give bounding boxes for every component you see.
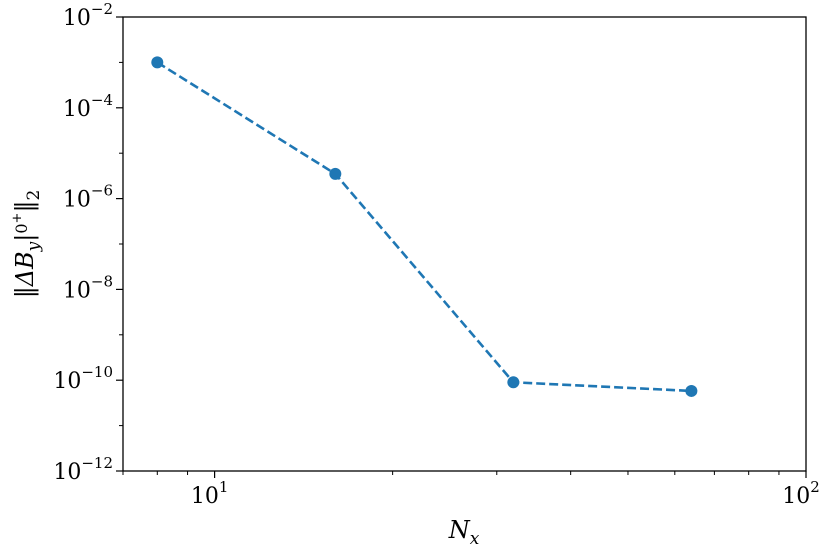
x-axis: 101 102 [122, 471, 820, 509]
x-tick-label: 102 [782, 478, 820, 509]
data-point [151, 56, 164, 69]
plot-area [151, 56, 698, 397]
data-point [685, 384, 698, 397]
y-tick-label: 10−4 [63, 91, 113, 122]
y-axis-label: ‖ΔBy|0+‖2 [10, 190, 44, 299]
x-axis-label: Nx [448, 516, 480, 549]
y-axis: 10−2 10−4 10−6 10−8 10−10 10−12 [53, 0, 123, 485]
y-tick-label: 10−12 [53, 454, 113, 485]
data-point [507, 376, 520, 389]
series-line [156, 61, 692, 393]
plot-frame [122, 16, 807, 472]
y-tick-label: 10−2 [63, 0, 113, 31]
y-tick-label: 10−6 [63, 182, 113, 213]
y-tick-label: 10−10 [53, 363, 113, 394]
data-point [329, 167, 342, 180]
x-tick-label: 101 [191, 478, 229, 509]
y-tick-label: 10−8 [63, 272, 113, 303]
